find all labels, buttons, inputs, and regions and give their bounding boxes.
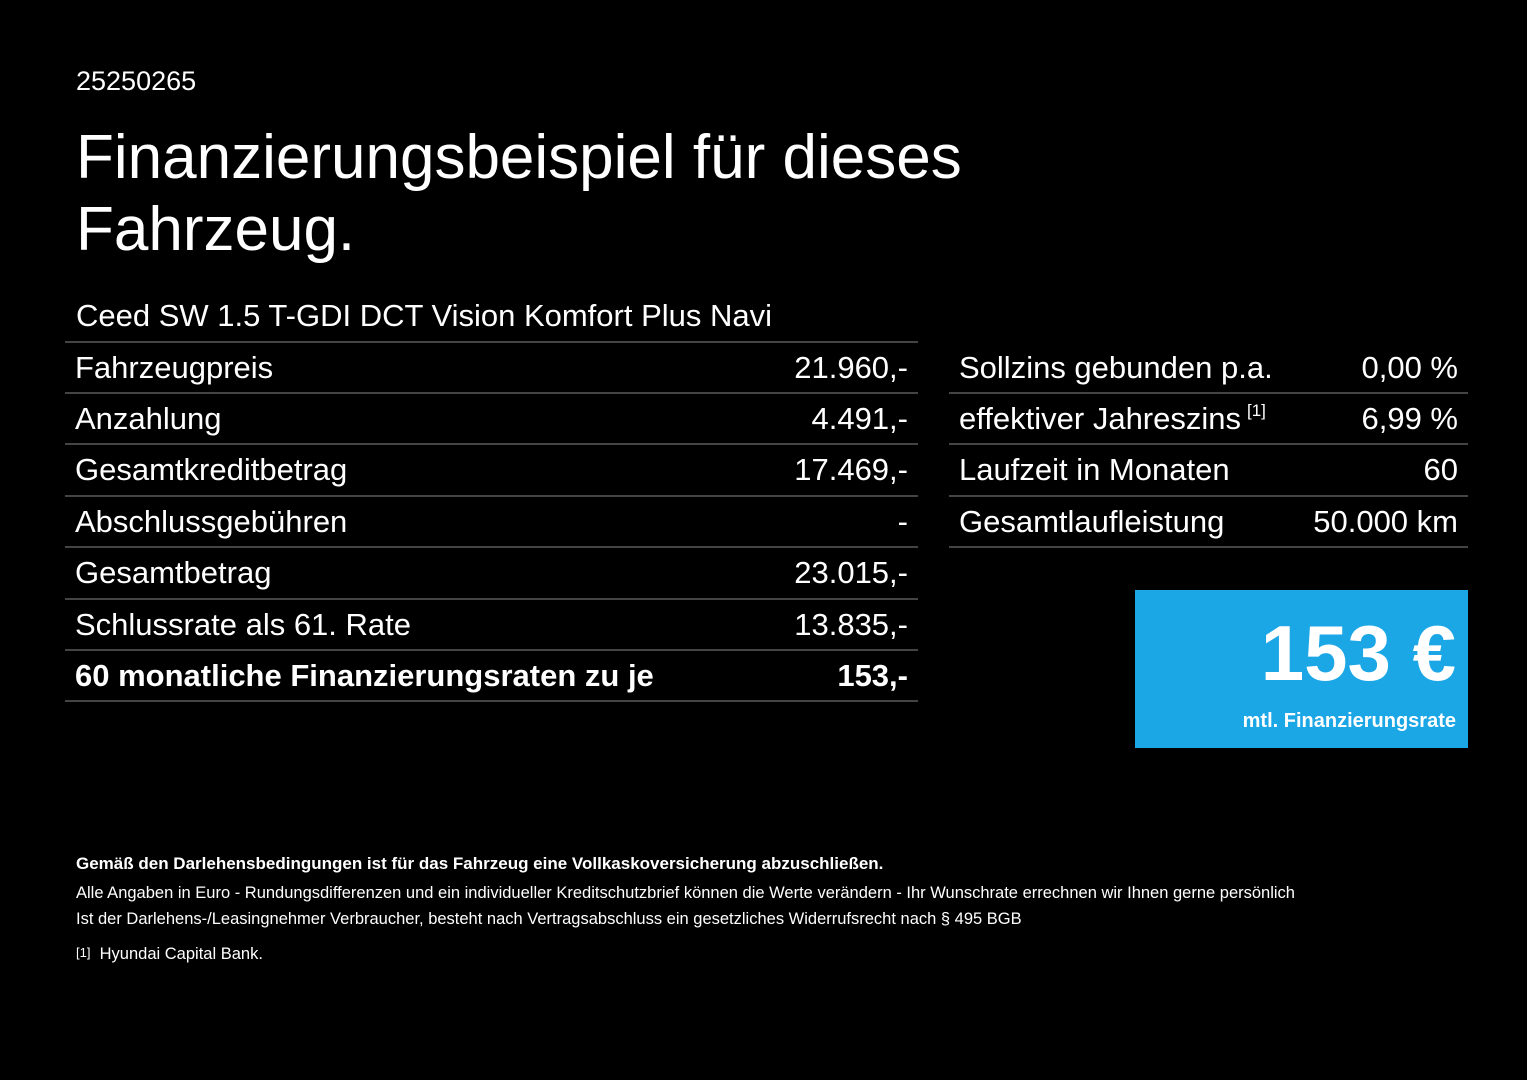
table-row: Sollzins gebunden p.a. 0,00 % xyxy=(949,343,1468,394)
row-label: Abschlussgebühren xyxy=(75,503,348,539)
row-label: Gesamtbetrag xyxy=(75,555,272,591)
row-label: Fahrzeugpreis xyxy=(75,349,274,385)
table-row: Gesamtbetrag 23.015,- xyxy=(65,549,918,600)
id: 25250265 xyxy=(76,66,197,96)
row-value: 6,99 % xyxy=(1361,400,1458,436)
row-label: Anzahlung xyxy=(75,400,222,436)
table-row: Gesamtkreditbetrag 17.469,- xyxy=(65,446,918,497)
row-value: 17.469,- xyxy=(794,452,908,488)
table-row: Gesamtlaufleistung 50.000 km xyxy=(949,497,1468,549)
title-line: Fahrzeug. xyxy=(76,195,356,264)
footnote-mark: [1] xyxy=(76,945,91,960)
table-row: effektiver Jahreszins [1] 6,99 % xyxy=(949,394,1468,446)
row-value: 13.835,- xyxy=(794,606,908,642)
row-label: Gesamtlaufleistung xyxy=(959,503,1225,539)
rate-box: 153 € mtl. Finanzierungsrate xyxy=(1135,590,1468,748)
row-value: 23.015,- xyxy=(794,555,908,591)
rate-amount: 153 € xyxy=(1260,609,1456,697)
row-value: 50.000 km xyxy=(1313,503,1458,539)
row-value: - xyxy=(897,503,908,539)
table-row: Schlussrate als 61. Rate 13.835,- xyxy=(65,600,918,651)
title-line: Finanzierungsbeispiel für dieses xyxy=(76,123,962,192)
table-row: Anzahlung 4.491,- xyxy=(65,394,918,446)
title: Finanzierungsbeispiel für dieses Fahrzeug… xyxy=(76,122,962,266)
row-value: 0,00 % xyxy=(1361,349,1458,385)
footnote-mark: [1] xyxy=(1247,400,1266,420)
note: Gemäß den Darlehensbedingungen ist für d… xyxy=(76,854,884,873)
row-label: effektiver Jahreszins xyxy=(959,400,1241,436)
table-row: Abschlussgebühren - xyxy=(65,497,918,549)
row-value: 21.960,- xyxy=(794,349,908,385)
table-row: 60 monatliche Finanzierungsraten zu je 15… xyxy=(65,651,918,703)
row-label-wrap: effektiver Jahreszins [1] xyxy=(959,401,1266,437)
table-row: Laufzeit in Monaten 60 xyxy=(949,446,1468,497)
note: Ist der Darlehens-/Leasingnehmer Verbrau… xyxy=(76,910,1022,928)
row-label: Sollzins gebunden p.a. xyxy=(959,349,1273,385)
rate-label: mtl. Finanzierungsrate xyxy=(1242,710,1456,732)
footnote-text: Hyundai Capital Bank. xyxy=(99,945,263,963)
model: Ceed SW 1.5 T-GDI DCT Vision Komfort Plu… xyxy=(76,298,773,333)
row-label: 60 monatliche Finanzierungsraten zu je xyxy=(75,657,654,693)
table-row: Fahrzeugpreis 21.960,- xyxy=(65,343,918,394)
row-value: 60 xyxy=(1423,452,1458,488)
row-value: 4.491,- xyxy=(811,400,908,436)
footnote: [1] Hyundai Capital Bank. xyxy=(76,945,263,964)
note: Alle Angaben in Euro - Rundungsdifferenz… xyxy=(76,884,1295,902)
row-label: Gesamtkreditbetrag xyxy=(75,452,348,488)
divider xyxy=(65,341,918,343)
row-value: 153,- xyxy=(837,657,908,693)
row-label: Schlussrate als 61. Rate xyxy=(75,606,412,642)
row-label: Laufzeit in Monaten xyxy=(959,452,1230,488)
